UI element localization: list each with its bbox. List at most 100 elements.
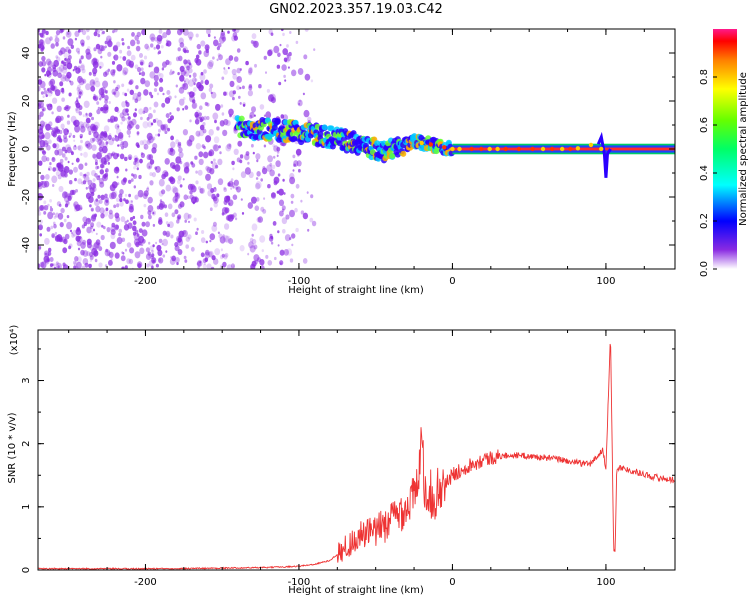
noise-point (165, 250, 168, 253)
noise-point (214, 119, 217, 124)
noise-point (266, 164, 273, 172)
noise-point (199, 188, 204, 194)
noise-point (112, 92, 115, 95)
noise-point (259, 235, 266, 243)
noise-point (58, 65, 65, 72)
noise-point (62, 36, 66, 40)
noise-point (236, 85, 241, 91)
noise-point (129, 247, 135, 254)
noise-point (228, 108, 234, 116)
noise-point (102, 30, 105, 35)
noise-point (227, 66, 230, 70)
noise-point (80, 124, 85, 129)
noise-point (170, 141, 176, 149)
noise-point (140, 77, 146, 85)
noise-point (183, 166, 190, 174)
noise-point (118, 228, 123, 233)
noise-point (150, 94, 154, 99)
noise-point (45, 58, 52, 66)
noise-point (40, 261, 47, 269)
noise-point (38, 160, 43, 166)
noise-point (288, 51, 292, 57)
noise-point (147, 251, 151, 256)
noise-point (178, 151, 184, 158)
noise-point (114, 123, 120, 130)
noise-point (146, 154, 152, 161)
noise-point (238, 95, 241, 99)
noise-point (46, 88, 50, 92)
noise-point (126, 50, 132, 57)
noise-point (132, 225, 137, 232)
noise-point (81, 181, 84, 185)
noise-point (253, 40, 259, 48)
noise-point (145, 247, 150, 253)
noise-point (310, 79, 314, 83)
noise-point (67, 114, 70, 118)
noise-point (50, 91, 53, 94)
noise-point (131, 173, 134, 177)
noise-point (114, 212, 120, 219)
noise-point (151, 210, 156, 216)
noise-point (166, 39, 169, 43)
noise-point (152, 136, 156, 141)
noise-point (137, 189, 144, 198)
noise-point (102, 173, 108, 182)
noise-point (189, 74, 192, 78)
noise-point (201, 230, 205, 234)
noise-point (185, 236, 190, 242)
noise-point (239, 159, 243, 164)
noise-point (44, 237, 50, 245)
noise-point (77, 247, 81, 251)
noise-point (99, 66, 102, 69)
noise-point (219, 151, 222, 155)
noise-point (267, 49, 273, 57)
noise-point (63, 191, 68, 198)
noise-point (257, 216, 263, 223)
noise-point (198, 84, 204, 92)
noise-point (295, 148, 302, 156)
noise-point (195, 54, 200, 60)
noise-point (187, 234, 192, 240)
noise-point (153, 88, 158, 92)
noise-point (92, 67, 98, 75)
noise-point (205, 165, 210, 171)
noise-point (96, 109, 101, 115)
noise-point (184, 105, 189, 110)
noise-point (100, 194, 105, 200)
noise-point (182, 230, 188, 238)
noise-point (108, 101, 111, 104)
noise-point (187, 183, 194, 191)
noise-point (125, 199, 129, 204)
noise-point (188, 68, 193, 74)
y-tick-label: 40 (21, 47, 32, 60)
noise-point (205, 249, 210, 256)
noise-point (148, 113, 153, 119)
noise-point (101, 224, 104, 228)
noise-point (140, 67, 144, 71)
noise-point (44, 174, 50, 180)
noise-point (263, 144, 267, 148)
noise-point (88, 131, 92, 136)
noise-point (148, 260, 154, 267)
y-tick-label: 1 (21, 504, 32, 510)
noise-point (105, 207, 109, 212)
y-tick-label: 0 (21, 146, 32, 152)
noise-point (298, 168, 301, 173)
noise-point (216, 126, 220, 131)
noise-point (231, 160, 235, 166)
noise-point (80, 39, 85, 46)
noise-point (206, 102, 210, 107)
noise-point (174, 95, 177, 99)
noise-point (303, 54, 308, 60)
noise-point (70, 231, 73, 235)
noise-point (251, 223, 258, 231)
noise-point (75, 157, 80, 163)
noise-point (209, 168, 215, 175)
ridge-peak-dot (560, 146, 565, 152)
colorbar-gradient (713, 29, 737, 269)
noise-point (152, 259, 155, 263)
noise-point (43, 255, 50, 263)
noise-point (94, 29, 98, 33)
noise-point (128, 193, 132, 198)
noise-point (68, 180, 73, 185)
